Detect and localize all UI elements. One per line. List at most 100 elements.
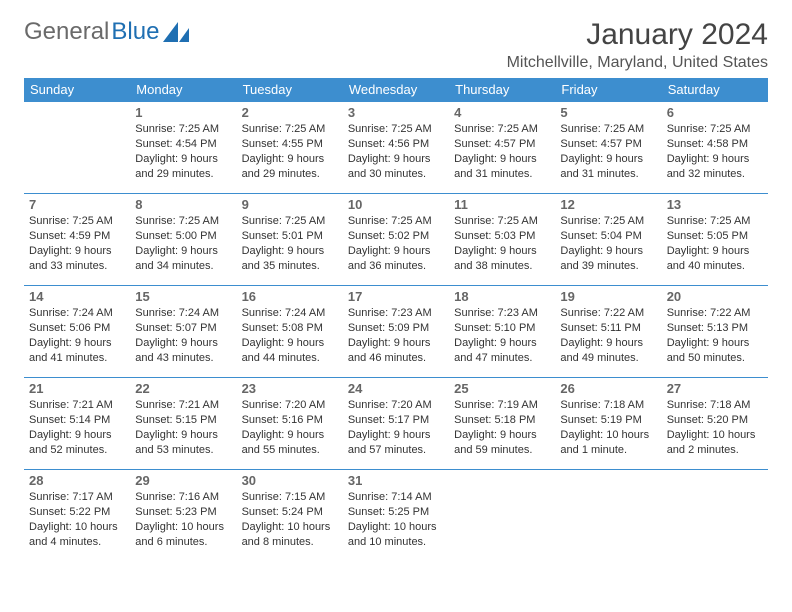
sunrise-line: Sunrise: 7:24 AM [242, 306, 338, 321]
daylight-line: and 59 minutes. [454, 443, 550, 458]
daylight-line: Daylight: 9 hours [348, 428, 444, 443]
sunset-line: Sunset: 5:23 PM [135, 505, 231, 520]
week-row: 28Sunrise: 7:17 AMSunset: 5:22 PMDayligh… [24, 470, 768, 562]
daylight-line: and 30 minutes. [348, 167, 444, 182]
weekday-header-row: SundayMondayTuesdayWednesdayThursdayFrid… [24, 78, 768, 102]
daylight-line: and 31 minutes. [560, 167, 656, 182]
sunset-line: Sunset: 5:06 PM [29, 321, 125, 336]
daylight-line: and 6 minutes. [135, 535, 231, 550]
sunrise-line: Sunrise: 7:25 AM [667, 122, 763, 137]
sunset-line: Sunset: 5:17 PM [348, 413, 444, 428]
day-number: 1 [135, 105, 231, 120]
daylight-line: Daylight: 10 hours [242, 520, 338, 535]
sunrise-line: Sunrise: 7:25 AM [560, 122, 656, 137]
day-cell: 30Sunrise: 7:15 AMSunset: 5:24 PMDayligh… [237, 470, 343, 562]
sunrise-line: Sunrise: 7:18 AM [667, 398, 763, 413]
day-number: 21 [29, 381, 125, 396]
sunrise-line: Sunrise: 7:17 AM [29, 490, 125, 505]
daylight-line: Daylight: 9 hours [242, 428, 338, 443]
daylight-line: and 29 minutes. [135, 167, 231, 182]
daylight-line: Daylight: 10 hours [29, 520, 125, 535]
sunrise-line: Sunrise: 7:25 AM [454, 214, 550, 229]
day-cell: 19Sunrise: 7:22 AMSunset: 5:11 PMDayligh… [555, 286, 661, 378]
day-number: 22 [135, 381, 231, 396]
sunset-line: Sunset: 4:59 PM [29, 229, 125, 244]
daylight-line: Daylight: 10 hours [560, 428, 656, 443]
day-cell [24, 102, 130, 194]
daylight-line: and 49 minutes. [560, 351, 656, 366]
sunset-line: Sunset: 5:08 PM [242, 321, 338, 336]
sunset-line: Sunset: 4:55 PM [242, 137, 338, 152]
sunset-line: Sunset: 5:07 PM [135, 321, 231, 336]
sunset-line: Sunset: 5:01 PM [242, 229, 338, 244]
day-number: 12 [560, 197, 656, 212]
day-cell: 7 Sunrise: 7:25 AMSunset: 4:59 PMDaylight… [24, 194, 130, 286]
sunrise-line: Sunrise: 7:24 AM [135, 306, 231, 321]
week-row: 7Sunrise: 7:25 AMSunset: 4:59 PMDaylight… [24, 194, 768, 286]
day-cell: 21Sunrise: 7:21 AMSunset: 5:14 PMDayligh… [24, 378, 130, 470]
sunrise-line: Sunrise: 7:23 AM [348, 306, 444, 321]
day-number: 13 [667, 197, 763, 212]
daylight-line: and 36 minutes. [348, 259, 444, 274]
day-cell: 5Sunrise: 7:25 AMSunset: 4:57 PMDaylight… [555, 102, 661, 194]
day-number: 18 [454, 289, 550, 304]
sunset-line: Sunset: 5:05 PM [667, 229, 763, 244]
day-number: 8 [135, 197, 231, 212]
daylight-line: and 52 minutes. [29, 443, 125, 458]
sunrise-line: Sunrise: 7:25 AM [348, 214, 444, 229]
daylight-line: and 57 minutes. [348, 443, 444, 458]
sunrise-line: Sunrise: 7:25 AM [29, 214, 125, 229]
sunrise-line: Sunrise: 7:22 AM [560, 306, 656, 321]
sunrise-line: Sunrise: 7:24 AM [29, 306, 125, 321]
weekday-header: Thursday [449, 78, 555, 102]
calendar-table: SundayMondayTuesdayWednesdayThursdayFrid… [24, 78, 768, 562]
weekday-header: Friday [555, 78, 661, 102]
sunrise-line: Sunrise: 7:25 AM [454, 122, 550, 137]
daylight-line: Daylight: 9 hours [667, 152, 763, 167]
day-number: 25 [454, 381, 550, 396]
daylight-line: Daylight: 9 hours [667, 336, 763, 351]
daylight-line: and 50 minutes. [667, 351, 763, 366]
sunrise-line: Sunrise: 7:15 AM [242, 490, 338, 505]
sunrise-line: Sunrise: 7:25 AM [667, 214, 763, 229]
sunset-line: Sunset: 5:02 PM [348, 229, 444, 244]
day-cell: 3Sunrise: 7:25 AMSunset: 4:56 PMDaylight… [343, 102, 449, 194]
sunrise-line: Sunrise: 7:20 AM [348, 398, 444, 413]
day-cell: 29Sunrise: 7:16 AMSunset: 5:23 PMDayligh… [130, 470, 236, 562]
daylight-line: and 43 minutes. [135, 351, 231, 366]
day-cell: 13Sunrise: 7:25 AMSunset: 5:05 PMDayligh… [662, 194, 768, 286]
daylight-line: and 10 minutes. [348, 535, 444, 550]
daylight-line: and 44 minutes. [242, 351, 338, 366]
daylight-line: and 4 minutes. [29, 535, 125, 550]
daylight-line: Daylight: 9 hours [29, 244, 125, 259]
daylight-line: Daylight: 9 hours [560, 244, 656, 259]
sunrise-line: Sunrise: 7:25 AM [242, 214, 338, 229]
sunset-line: Sunset: 5:03 PM [454, 229, 550, 244]
sunset-line: Sunset: 5:13 PM [667, 321, 763, 336]
month-title: January 2024 [507, 18, 768, 52]
day-number: 24 [348, 381, 444, 396]
day-number: 2 [242, 105, 338, 120]
day-cell: 10Sunrise: 7:25 AMSunset: 5:02 PMDayligh… [343, 194, 449, 286]
day-cell: 18Sunrise: 7:23 AMSunset: 5:10 PMDayligh… [449, 286, 555, 378]
daylight-line: Daylight: 9 hours [242, 336, 338, 351]
sunset-line: Sunset: 5:22 PM [29, 505, 125, 520]
day-number: 7 [29, 197, 125, 212]
sunset-line: Sunset: 5:20 PM [667, 413, 763, 428]
daylight-line: Daylight: 9 hours [348, 152, 444, 167]
sunrise-line: Sunrise: 7:18 AM [560, 398, 656, 413]
day-number: 5 [560, 105, 656, 120]
day-cell: 26Sunrise: 7:18 AMSunset: 5:19 PMDayligh… [555, 378, 661, 470]
day-cell: 9Sunrise: 7:25 AMSunset: 5:01 PMDaylight… [237, 194, 343, 286]
sunrise-line: Sunrise: 7:21 AM [29, 398, 125, 413]
sunrise-line: Sunrise: 7:25 AM [560, 214, 656, 229]
day-number: 17 [348, 289, 444, 304]
day-number: 10 [348, 197, 444, 212]
daylight-line: and 40 minutes. [667, 259, 763, 274]
daylight-line: Daylight: 9 hours [454, 152, 550, 167]
weekday-header: Sunday [24, 78, 130, 102]
sunrise-line: Sunrise: 7:19 AM [454, 398, 550, 413]
daylight-line: and 41 minutes. [29, 351, 125, 366]
day-number: 20 [667, 289, 763, 304]
daylight-line: and 47 minutes. [454, 351, 550, 366]
